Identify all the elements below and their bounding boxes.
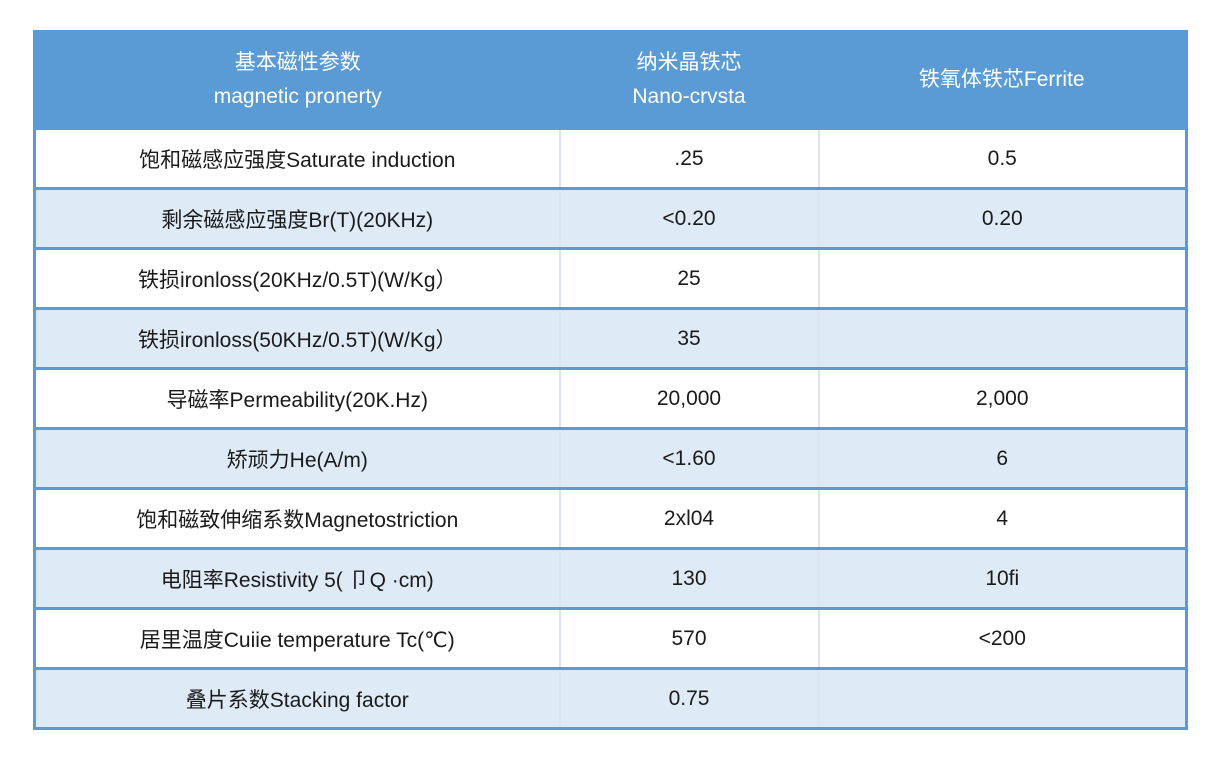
parameter-cell: 饱和磁感应强度Saturate induction: [34, 127, 560, 189]
header-cell-ferrite: 铁氧体铁芯Ferrite: [818, 31, 1187, 129]
table-row: 铁损ironloss(20KHz/0.5T)(W/Kg） 25: [34, 247, 1187, 309]
table-row: 铁损ironloss(50KHz/0.5T)(W/Kg） 35: [34, 307, 1187, 369]
nano-value-cell: .25: [558, 127, 819, 189]
magnetic-properties-table: 基本磁性参数 magnetic pronerty 纳米晶铁芯 Nano-crvs…: [33, 30, 1188, 730]
parameter-cell: 饱和磁致伸缩系数Magnetostriction: [34, 487, 560, 549]
nano-value-cell: <1.60: [558, 427, 819, 489]
nano-value-cell: 130: [558, 547, 819, 609]
parameter-cell: 铁损ironloss(50KHz/0.5T)(W/Kg）: [34, 307, 560, 369]
table-row: 导磁率Permeability(20K.Hz) 20,000 2,000: [34, 367, 1187, 429]
table-row: 矫顽力He(A/m) <1.60 6: [34, 427, 1187, 489]
header-cell-nano: 纳米晶铁芯 Nano-crvsta: [559, 31, 819, 129]
header-nano-line2: Nano-crvsta: [632, 85, 746, 108]
parameter-cell: 叠片系数Stacking factor: [34, 667, 560, 729]
table-body: 饱和磁感应强度Saturate induction .25 0.5 剩余磁感应强…: [34, 127, 1187, 729]
ferrite-value-cell: 6: [817, 427, 1187, 489]
table-row: 饱和磁致伸缩系数Magnetostriction 2xl04 4: [34, 487, 1187, 549]
table-header: 基本磁性参数 magnetic pronerty 纳米晶铁芯 Nano-crvs…: [34, 31, 1187, 129]
ferrite-value-cell: [817, 247, 1187, 309]
header-cell-parameter: 基本磁性参数 magnetic pronerty: [34, 31, 560, 129]
header-parameter-line2: magnetic pronerty: [213, 85, 382, 108]
ferrite-value-cell: [817, 307, 1187, 369]
ferrite-value-cell: [817, 667, 1187, 729]
table-row: 居里温度Cuiie temperature Tc(℃) 570 <200: [34, 607, 1187, 669]
nano-value-cell: 35: [558, 307, 819, 369]
ferrite-value-cell: 2,000: [817, 367, 1187, 429]
ferrite-value-cell: <200: [817, 607, 1187, 669]
table-row: 剩余磁感应强度Br(T)(20KHz) <0.20 0.20: [34, 187, 1187, 249]
nano-value-cell: 2xl04: [558, 487, 819, 549]
nano-value-cell: 570: [558, 607, 819, 669]
parameter-cell: 铁损ironloss(20KHz/0.5T)(W/Kg）: [34, 247, 560, 309]
ferrite-value-cell: 10fi: [817, 547, 1187, 609]
header-nano-line1: 纳米晶铁芯: [636, 51, 742, 75]
nano-value-cell: <0.20: [558, 187, 819, 249]
ferrite-value-cell: 0.5: [817, 127, 1187, 189]
parameter-cell: 剩余磁感应强度Br(T)(20KHz): [34, 187, 560, 249]
header-row: 基本磁性参数 magnetic pronerty 纳米晶铁芯 Nano-crvs…: [34, 31, 1187, 129]
ferrite-value-cell: 0.20: [817, 187, 1187, 249]
ferrite-value-cell: 4: [817, 487, 1187, 549]
magnetic-properties-table-container: 基本磁性参数 magnetic pronerty 纳米晶铁芯 Nano-crvs…: [33, 30, 1188, 730]
table-row: 电阻率Resistivity 5( 卩Q ·cm) 130 10fi: [34, 547, 1187, 609]
header-ferrite-label: 铁氧体铁芯Ferrite: [918, 68, 1085, 92]
nano-value-cell: 25: [558, 247, 819, 309]
table-row: 叠片系数Stacking factor 0.75: [34, 667, 1187, 729]
nano-value-cell: 20,000: [558, 367, 819, 429]
header-parameter-line1: 基本磁性参数: [234, 51, 361, 75]
parameter-cell: 导磁率Permeability(20K.Hz): [34, 367, 560, 429]
parameter-cell: 矫顽力He(A/m): [34, 427, 560, 489]
parameter-cell: 居里温度Cuiie temperature Tc(℃): [34, 607, 560, 669]
table-row: 饱和磁感应强度Saturate induction .25 0.5: [34, 127, 1187, 189]
nano-value-cell: 0.75: [558, 667, 819, 729]
parameter-cell: 电阻率Resistivity 5( 卩Q ·cm): [34, 547, 560, 609]
